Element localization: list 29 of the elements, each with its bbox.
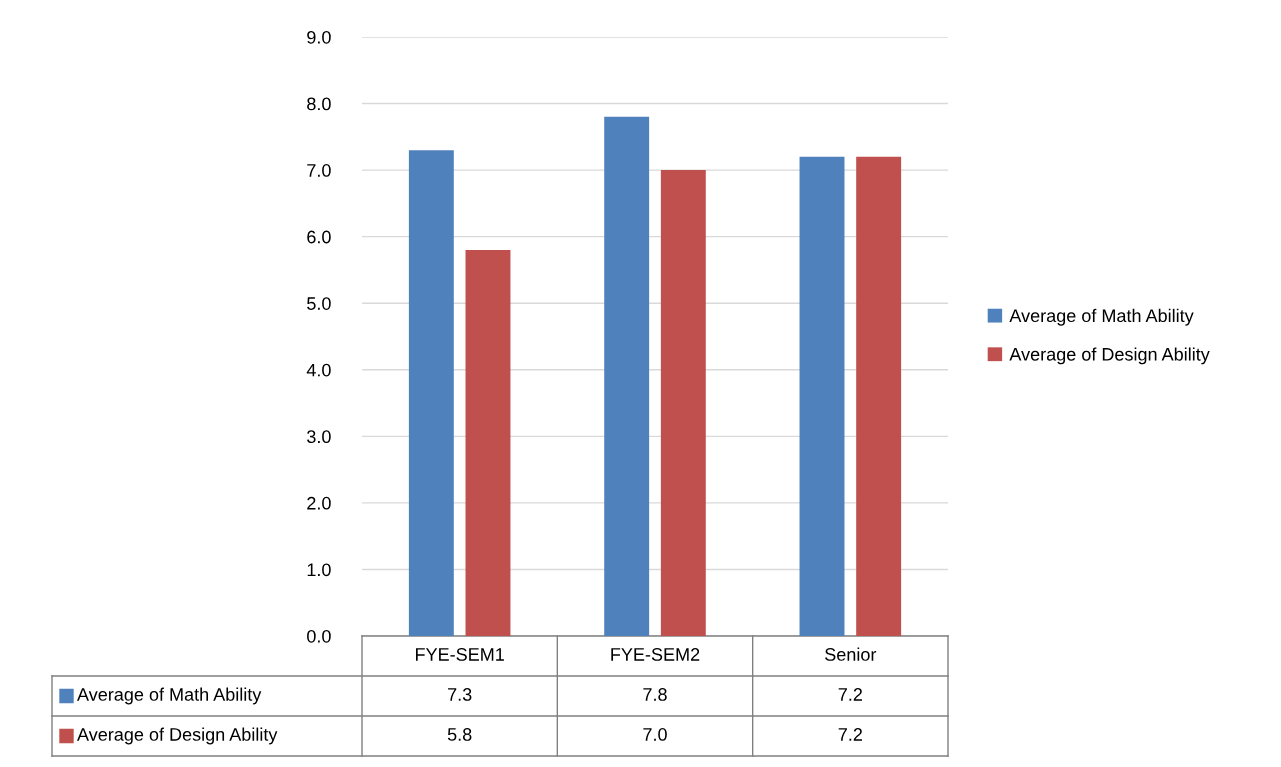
y-tick-label: 7.0 (307, 164, 331, 177)
bar (799, 156, 845, 636)
y-tick-label: 3.0 (307, 430, 331, 444)
data-label: 7.0 (643, 728, 667, 741)
y-tick-label: 0.0 (307, 629, 331, 643)
bar (465, 249, 511, 636)
text: Average of Design Ability (77, 727, 278, 745)
bar (660, 170, 706, 636)
y-tick-label: 4.0 (306, 363, 331, 377)
bar (856, 156, 902, 636)
data-label: 7.8 (643, 688, 667, 701)
legend-label: Average of Design Ability (1009, 347, 1210, 365)
y-tick-label: 1.0 (307, 563, 331, 577)
bar (408, 150, 454, 636)
x-tick-label: FYE-SEM1 (416, 648, 504, 661)
y-tick-label: 6.0 (307, 230, 331, 244)
data-label: 7.2 (838, 688, 862, 701)
data-label: 7.2 (838, 728, 862, 741)
y-tick-label: 2.0 (307, 496, 331, 510)
data-label: 5.8 (447, 728, 472, 741)
y-tick-label: 8.0 (307, 97, 331, 111)
legend-label: Average of Math Ability (77, 687, 262, 705)
y-tick-label: 9.0 (307, 30, 331, 44)
data-label: 7.3 (448, 688, 472, 701)
x-tick-label: Senior (825, 647, 877, 661)
y-tick-label: 5.0 (307, 297, 331, 310)
bar (604, 116, 650, 636)
text: Average of Math Ability (1009, 308, 1194, 326)
x-tick-label: FYE-SEM2 (611, 648, 700, 661)
